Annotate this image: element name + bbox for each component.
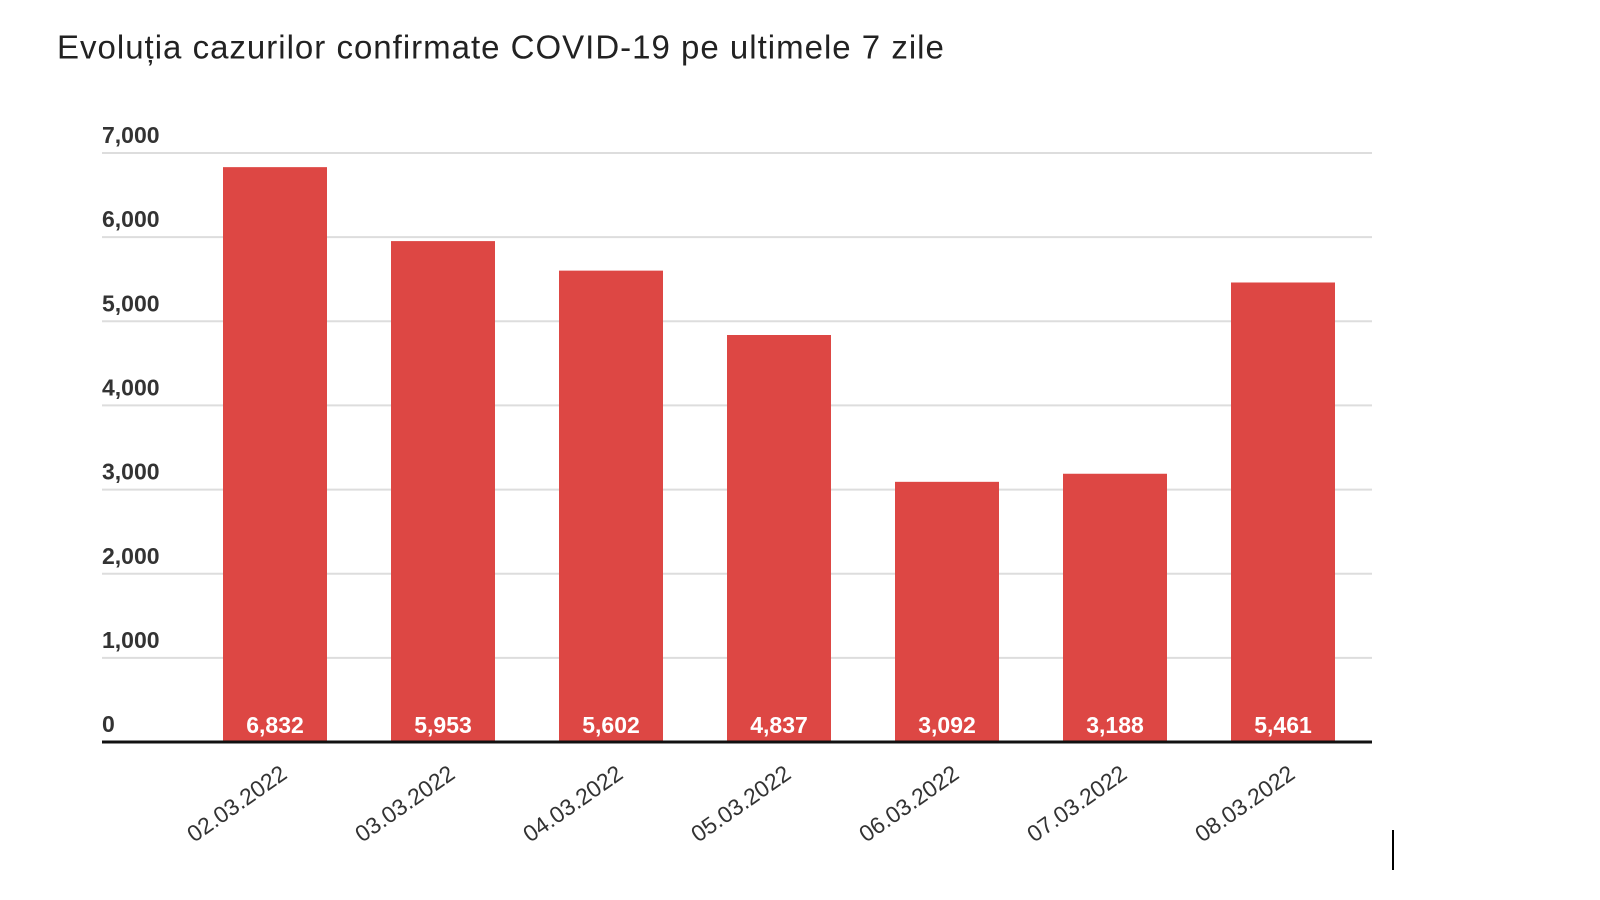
bar xyxy=(559,270,663,742)
x-tick-label: 02.03.2022 xyxy=(182,760,291,847)
y-tick-label: 3,000 xyxy=(102,459,160,485)
value-label: 6,832 xyxy=(246,712,304,738)
value-label: 5,602 xyxy=(582,712,640,738)
y-tick-label: 6,000 xyxy=(102,206,160,232)
y-tick-label: 2,000 xyxy=(102,543,160,569)
y-tick-label: 7,000 xyxy=(102,122,160,148)
bar xyxy=(1231,282,1335,742)
bar xyxy=(1063,473,1167,742)
x-tick-label: 03.03.2022 xyxy=(350,760,459,847)
y-tick-label: 1,000 xyxy=(102,627,160,653)
x-tick-label: 07.03.2022 xyxy=(1022,760,1131,847)
bar xyxy=(223,167,327,743)
value-label: 3,188 xyxy=(1086,712,1144,738)
y-tick-label: 4,000 xyxy=(102,375,160,401)
chart-title: Evoluția cazurilor confirmate COVID-19 p… xyxy=(57,29,945,66)
bar xyxy=(895,481,999,742)
bar xyxy=(727,335,831,742)
value-label: 5,953 xyxy=(414,712,472,738)
y-tick-label: 5,000 xyxy=(102,290,160,316)
value-label: 5,461 xyxy=(1254,712,1312,738)
x-tick-label: 05.03.2022 xyxy=(686,760,795,847)
value-label: 3,092 xyxy=(918,712,976,738)
x-tick-label: 08.03.2022 xyxy=(1190,760,1299,847)
x-tick-label: 04.03.2022 xyxy=(518,760,627,847)
value-label: 4,837 xyxy=(750,712,808,738)
y-tick-label: 0 xyxy=(102,711,115,737)
bar xyxy=(391,241,495,742)
x-tick-label: 06.03.2022 xyxy=(854,760,963,847)
